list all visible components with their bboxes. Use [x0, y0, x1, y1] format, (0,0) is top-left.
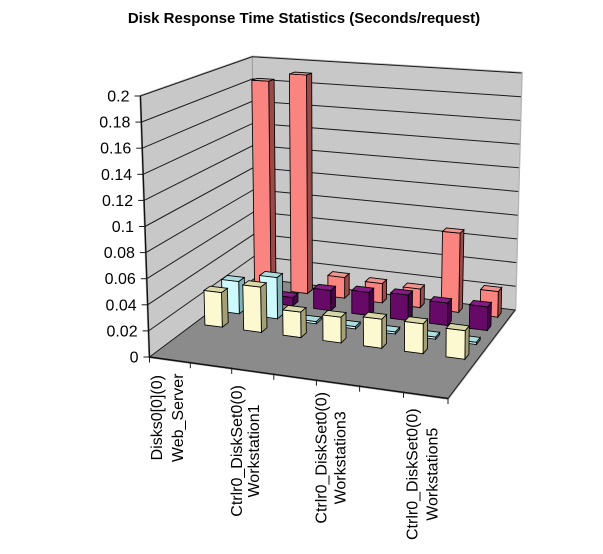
svg-text:0.04: 0.04 — [106, 297, 137, 314]
svg-text:Workstation3: Workstation3 — [332, 411, 349, 504]
svg-text:0.02: 0.02 — [106, 323, 137, 340]
svg-text:Disks0[0](0): Disks0[0](0) — [149, 375, 166, 460]
svg-text:0.06: 0.06 — [105, 271, 136, 288]
svg-text:0.12: 0.12 — [102, 193, 133, 210]
svg-text:0.2: 0.2 — [107, 89, 129, 106]
svg-text:Web_Server: Web_Server — [170, 373, 187, 462]
svg-text:Workstation5: Workstation5 — [424, 428, 441, 521]
svg-text:Ctrlr0_DiskSet0(0): Ctrlr0_DiskSet0(0) — [404, 408, 421, 540]
svg-text:0: 0 — [130, 350, 139, 367]
svg-text:Ctrlr0_DiskSet0(0): Ctrlr0_DiskSet0(0) — [314, 392, 331, 524]
svg-text:0.18: 0.18 — [99, 115, 130, 132]
svg-text:0.1: 0.1 — [112, 219, 134, 236]
svg-text:0.14: 0.14 — [101, 167, 132, 184]
svg-text:Ctrlr0_DiskSet0(0): Ctrlr0_DiskSet0(0) — [229, 385, 246, 517]
svg-text:Disk Response Time Statistics: Disk Response Time Statistics (Seconds/r… — [128, 10, 480, 27]
svg-text:Workstation1: Workstation1 — [246, 404, 263, 497]
svg-text:0.16: 0.16 — [100, 141, 131, 158]
svg-text:0.08: 0.08 — [104, 245, 135, 262]
